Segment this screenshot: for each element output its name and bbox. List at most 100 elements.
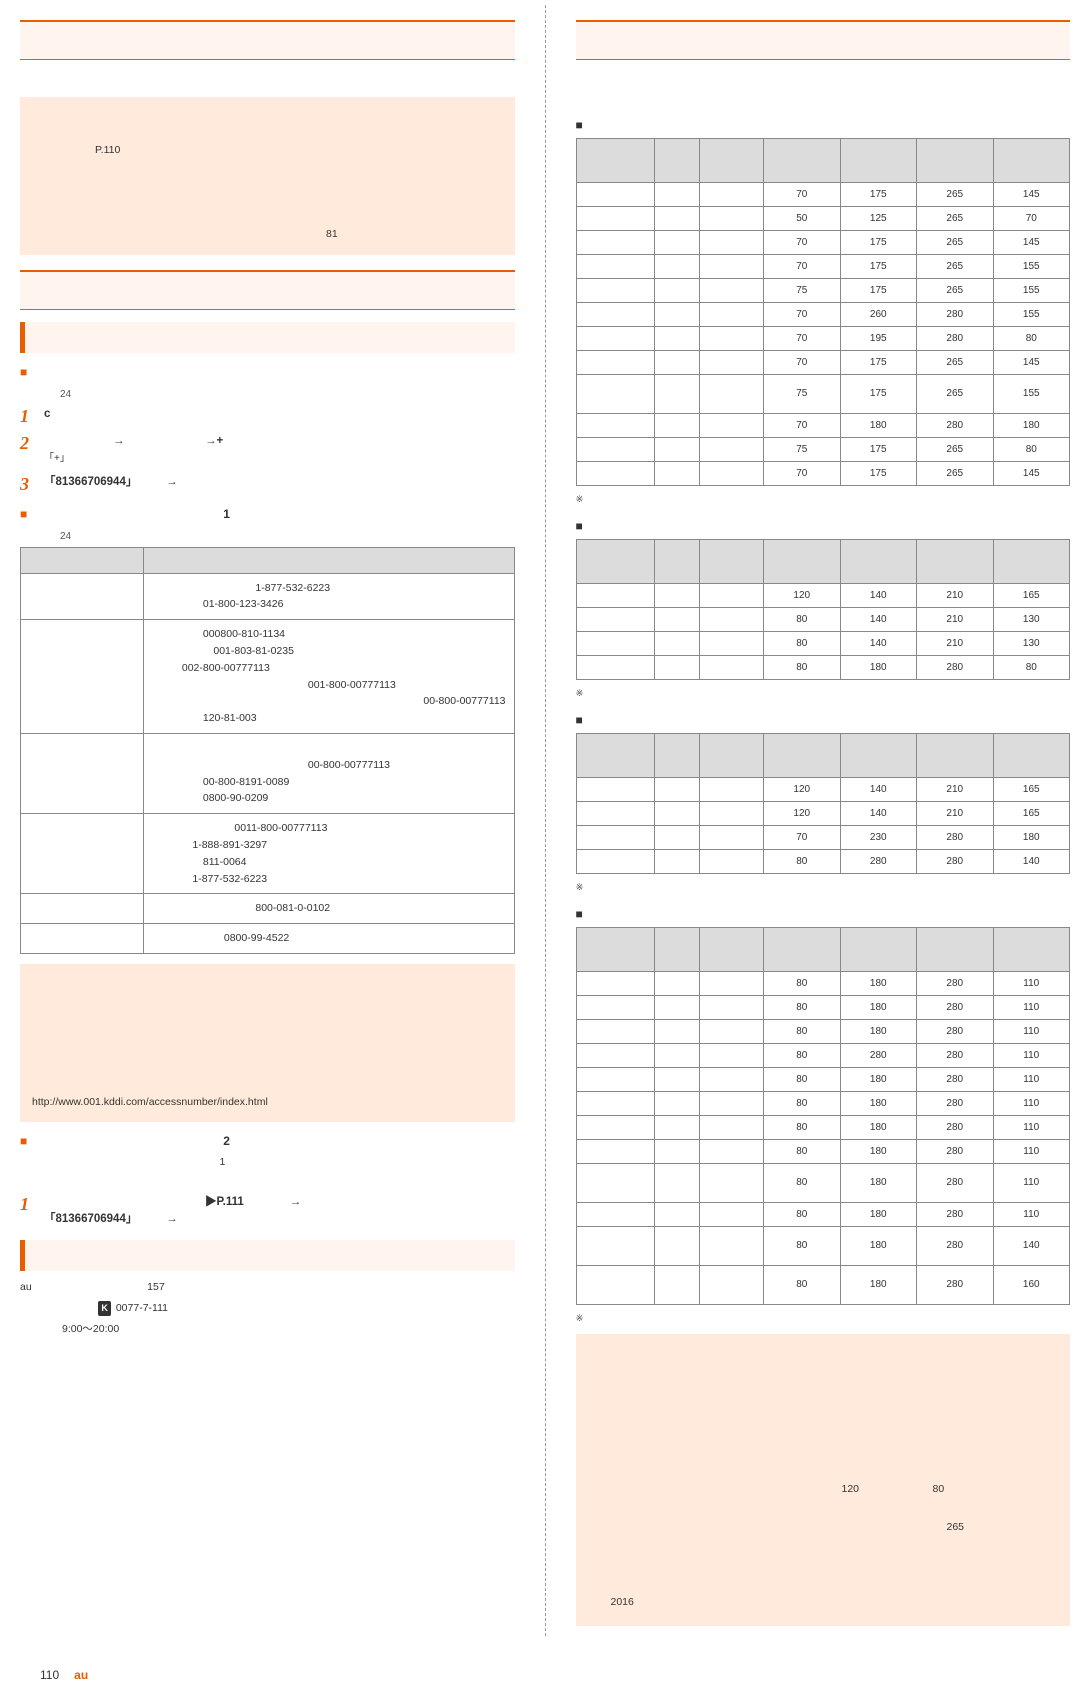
- td: [699, 1163, 763, 1202]
- td: 80: [993, 655, 1070, 679]
- th: [655, 733, 699, 777]
- th: [917, 539, 994, 583]
- td: [699, 1202, 763, 1226]
- td: 80: [764, 607, 841, 631]
- td: [576, 971, 655, 995]
- td: 280: [917, 1163, 994, 1202]
- td: [576, 1139, 655, 1163]
- td: 175: [840, 230, 917, 254]
- td: 145: [993, 182, 1070, 206]
- td: [21, 894, 144, 924]
- td: 120: [764, 583, 841, 607]
- td: 180: [840, 1091, 917, 1115]
- td: 140: [840, 801, 917, 825]
- td: [576, 350, 655, 374]
- td: [576, 230, 655, 254]
- td: [699, 230, 763, 254]
- td: [699, 302, 763, 326]
- td: [655, 1139, 699, 1163]
- td: 80: [764, 1163, 841, 1202]
- td: 155: [993, 254, 1070, 278]
- td: [655, 1115, 699, 1139]
- td: 265: [917, 278, 994, 302]
- td: 265: [917, 230, 994, 254]
- sub-sub-heading: [20, 363, 515, 380]
- note-text: 120 80 265 2016: [590, 1351, 1000, 1609]
- td: [576, 825, 655, 849]
- sub-heading: [20, 1240, 515, 1271]
- td: [576, 206, 655, 230]
- step-number: 3: [20, 474, 36, 495]
- td: 280: [917, 1226, 994, 1265]
- td: 140: [840, 583, 917, 607]
- td: [576, 254, 655, 278]
- td: [655, 801, 699, 825]
- td: [655, 607, 699, 631]
- td: 280: [917, 1265, 994, 1304]
- th: [21, 547, 144, 573]
- td: 280: [917, 1043, 994, 1067]
- td: [699, 374, 763, 413]
- td: 180: [840, 1226, 917, 1265]
- td: [655, 971, 699, 995]
- td: 80: [764, 849, 841, 873]
- th: [655, 138, 699, 182]
- td: 280: [917, 1019, 994, 1043]
- td: [21, 573, 144, 620]
- rate-table: 120140210165 120140210165 70230280180 80…: [576, 733, 1071, 874]
- td: [699, 1226, 763, 1265]
- table-note: ※: [576, 491, 1071, 505]
- td: 175: [840, 437, 917, 461]
- td: 80: [764, 1139, 841, 1163]
- phone-table: 1-877-532-6223 01-800-123-3426 000800-81…: [20, 547, 515, 954]
- td: 130: [993, 631, 1070, 655]
- td: 265: [917, 350, 994, 374]
- td: [655, 326, 699, 350]
- body-text: 1: [20, 1154, 515, 1188]
- td: [576, 437, 655, 461]
- rate-table: 120140210165 80140210130 80140210130 801…: [576, 539, 1071, 680]
- td: 180: [993, 413, 1070, 437]
- section-heading: [20, 270, 515, 310]
- td: 70: [764, 350, 841, 374]
- td: 70: [993, 206, 1070, 230]
- table-title: [576, 905, 1071, 922]
- td: [21, 814, 144, 894]
- td: 110: [993, 1043, 1070, 1067]
- td: 180: [840, 1265, 917, 1304]
- td: [576, 1091, 655, 1115]
- td: 140: [840, 607, 917, 631]
- td: 110: [993, 1139, 1070, 1163]
- td: [655, 278, 699, 302]
- td: 120: [764, 777, 841, 801]
- td: 80: [764, 1226, 841, 1265]
- td: 210: [917, 631, 994, 655]
- td: 140: [840, 777, 917, 801]
- td: 180: [840, 1019, 917, 1043]
- td: 80: [764, 1019, 841, 1043]
- td: [699, 206, 763, 230]
- td: 110: [993, 1091, 1070, 1115]
- note-text: P.110 81: [32, 111, 421, 241]
- td: [655, 825, 699, 849]
- td: [699, 1115, 763, 1139]
- step-body: c: [44, 406, 515, 423]
- td: 180: [840, 655, 917, 679]
- td: 145: [993, 350, 1070, 374]
- th: [840, 733, 917, 777]
- td: 110: [993, 995, 1070, 1019]
- td: [655, 1019, 699, 1043]
- td: [699, 254, 763, 278]
- td: [21, 734, 144, 814]
- td: 265: [917, 206, 994, 230]
- td: 155: [993, 374, 1070, 413]
- td: 800-081-0-0102: [144, 894, 514, 924]
- td: 280: [917, 1091, 994, 1115]
- td: 180: [840, 413, 917, 437]
- step-body: 「81366706944」 →: [44, 474, 515, 491]
- td: 140: [840, 631, 917, 655]
- td: 80: [764, 995, 841, 1019]
- td: [21, 924, 144, 954]
- td: [655, 350, 699, 374]
- td: 180: [993, 825, 1070, 849]
